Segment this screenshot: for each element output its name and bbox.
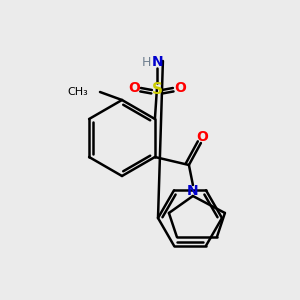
Text: CH₃: CH₃ xyxy=(67,87,88,97)
Text: S: S xyxy=(152,82,162,97)
Text: N: N xyxy=(187,184,199,198)
Text: O: O xyxy=(128,81,140,95)
Text: H: H xyxy=(142,56,152,68)
Text: O: O xyxy=(174,81,186,95)
Text: N: N xyxy=(152,55,164,69)
Text: O: O xyxy=(196,130,208,144)
